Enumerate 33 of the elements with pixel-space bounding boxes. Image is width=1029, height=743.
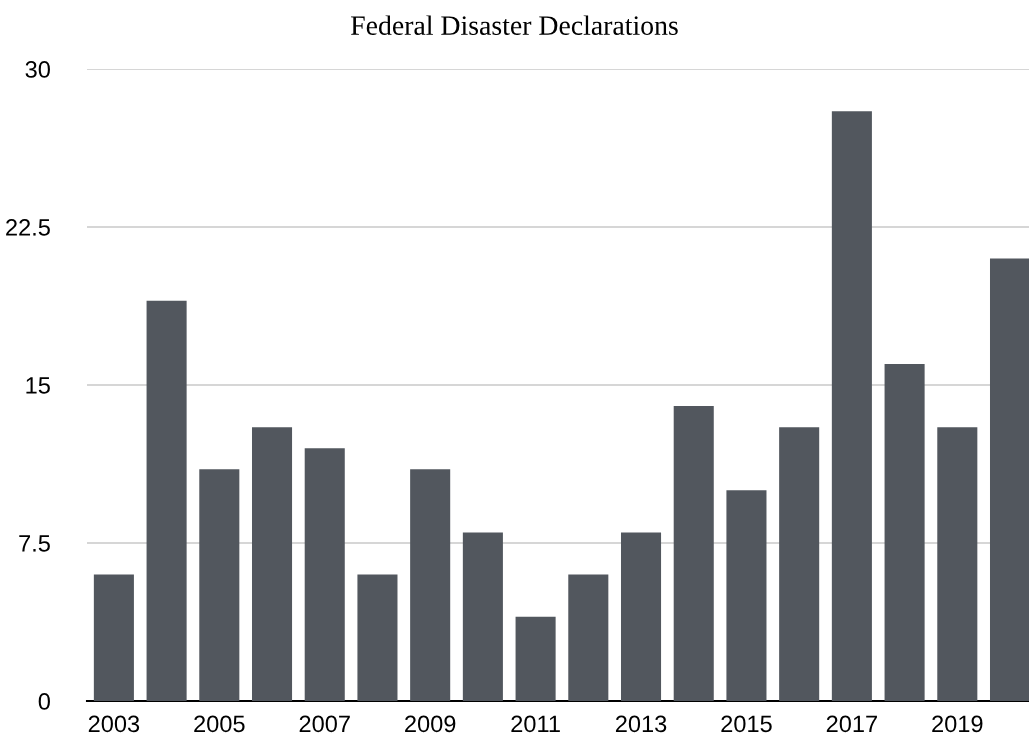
x-tick-label: 2019 xyxy=(932,715,983,733)
x-tick-label: 2009 xyxy=(405,715,456,733)
bar xyxy=(146,300,187,701)
x-tick-label: 2005 xyxy=(194,715,245,733)
bar xyxy=(304,448,345,701)
bar xyxy=(989,258,1029,701)
bar xyxy=(568,574,609,701)
bar xyxy=(726,490,767,701)
bar xyxy=(673,406,714,701)
y-tick-label: 7.5 xyxy=(19,535,50,552)
bar xyxy=(462,532,503,701)
bar xyxy=(199,469,240,701)
y-tick-label: 22.5 xyxy=(6,219,50,236)
x-tick-label: 2007 xyxy=(299,715,350,733)
bar xyxy=(937,427,978,701)
bar xyxy=(884,363,925,701)
bar xyxy=(831,111,872,701)
x-tick-label: 2013 xyxy=(615,715,667,733)
bar xyxy=(251,427,293,701)
bar xyxy=(515,616,556,701)
x-tick-label: 2011 xyxy=(511,715,560,733)
bar xyxy=(620,532,662,701)
x-tick-label: 2015 xyxy=(721,715,772,733)
bar xyxy=(357,574,398,701)
x-tick-label: 2017 xyxy=(826,715,877,733)
bar xyxy=(779,427,820,701)
x-tick-label: 2003 xyxy=(88,715,140,733)
y-tick-label: 15 xyxy=(26,377,50,394)
bar xyxy=(93,574,134,701)
y-tick-label: 0 xyxy=(38,693,50,710)
bar xyxy=(410,469,451,701)
y-tick-label: 30 xyxy=(25,61,50,78)
chart-title: Federal Disaster Declarations xyxy=(351,15,678,35)
